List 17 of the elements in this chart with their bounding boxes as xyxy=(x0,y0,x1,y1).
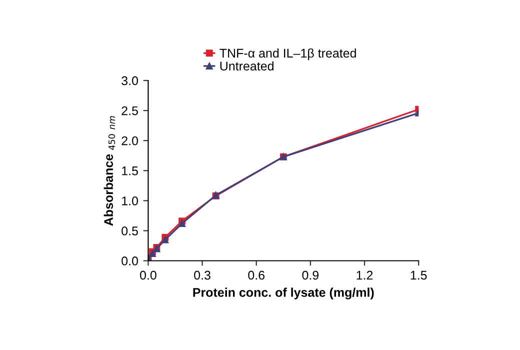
x-tick-label: 1.2 xyxy=(356,270,373,280)
x-tick-label: 0.6 xyxy=(248,270,264,280)
x-tick-label: 0.0 xyxy=(140,270,156,280)
x-tick-label: 0.9 xyxy=(302,270,319,280)
y-tick-label: 3.0 xyxy=(122,76,138,86)
x-tick-label: 0.3 xyxy=(194,270,210,280)
y-axis-title: Absorbance $_{450 nm}$ xyxy=(104,116,116,226)
legend-label: TNF-α and IL–1β treated xyxy=(220,48,356,60)
y-tick-label: 1.5 xyxy=(122,166,138,176)
y-tick-label: 2.5 xyxy=(122,106,138,116)
x-tick-label: 1.5 xyxy=(410,270,427,280)
x-axis-title: Protein conc. of lysate (mg/ml) xyxy=(193,288,374,300)
y-tick-label: 2.0 xyxy=(122,136,138,146)
y-tick-label: 0.0 xyxy=(122,256,138,266)
y-tick-label: 1.0 xyxy=(122,196,138,206)
y-tick-label: 0.5 xyxy=(122,226,138,236)
legend-label: Untreated xyxy=(220,61,274,71)
